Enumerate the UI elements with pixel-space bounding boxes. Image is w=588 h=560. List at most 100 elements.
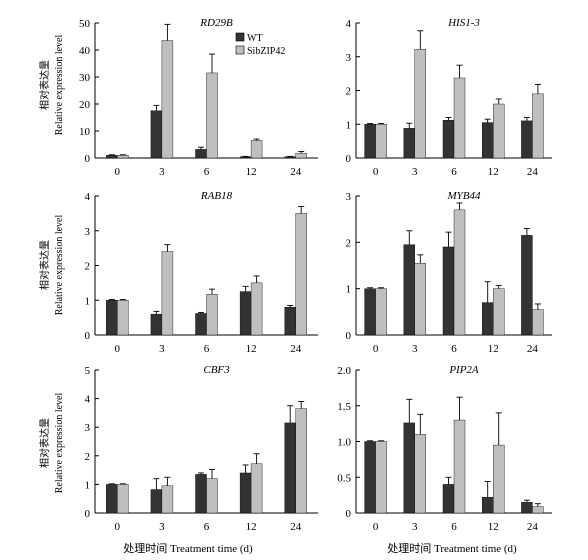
chart-title: MYB44 [447, 190, 482, 202]
y-tick-label: 1.0 [337, 437, 351, 449]
bar-sibzip42-6 [206, 478, 218, 514]
y-label-en-row-3: Relative expression level [54, 393, 65, 494]
x-tick-label: 12 [246, 521, 257, 533]
y-tick-label: 2 [85, 261, 91, 273]
x-tick-label: 0 [115, 343, 121, 355]
bar-wt-12 [239, 291, 252, 336]
x-tick-label: 6 [451, 521, 457, 533]
bar-wt-0 [364, 441, 376, 514]
bar-wt-24 [284, 156, 296, 159]
y-tick-label: 3 [346, 52, 352, 64]
bar-wt-12 [482, 122, 494, 159]
y-label-en-row-1: Relative expression level [54, 35, 65, 136]
bar-sibzip42-6 [453, 209, 466, 336]
y-tick-label: 1 [85, 479, 91, 491]
bar-wt-24 [521, 502, 533, 514]
chart-title: RD29B [199, 17, 233, 29]
bar-sibzip42-24 [532, 309, 544, 336]
bar-sibzip42-12 [250, 282, 263, 336]
x-tick-label: 3 [412, 343, 418, 355]
y-label-cn-row-1: 相对表达量 [38, 60, 51, 110]
x-tick-label: 3 [159, 521, 165, 533]
y-tick-label: 1 [346, 284, 352, 296]
bar-wt-3 [150, 313, 163, 336]
x-axis-label-left: 处理时间 Treatment time (d) [123, 542, 253, 555]
bar-wt-12 [482, 302, 494, 336]
bar-wt-12 [239, 472, 252, 514]
bar-wt-6 [195, 474, 207, 514]
bar-sibzip42-0 [117, 484, 129, 514]
y-tick-label: 0 [346, 153, 352, 165]
y-tick-label: 40 [79, 45, 91, 57]
chart-panel-pip2a: 0 0.5 1.0 1.5 2.0 PIP2A 0 3 6 12 24 [337, 364, 552, 533]
bar-wt-24 [284, 422, 296, 514]
bar-wt-12 [482, 497, 494, 514]
bar-sibzip42-12 [493, 444, 505, 514]
bar-wt-3 [403, 422, 415, 514]
y-tick-label: 0.5 [337, 472, 351, 484]
bar-sibzip42-6 [206, 72, 218, 159]
x-tick-label: 0 [115, 166, 121, 178]
y-axis-label-row-3: 相对表达量 Relative expression level [38, 393, 65, 494]
x-tick-label: 6 [451, 343, 457, 355]
bar-sibzip42-3 [161, 251, 174, 336]
bar-sibzip42-12 [250, 463, 263, 514]
legend-label-sibzip42: SibZIP42 [247, 46, 285, 57]
chart-title: CBF3 [203, 364, 230, 376]
x-tick-label: 0 [373, 343, 379, 355]
bar-wt-0 [364, 288, 376, 336]
bar-sibzip42-0 [375, 441, 387, 514]
bar-sibzip42-24 [532, 506, 544, 514]
bar-sibzip42-12 [493, 288, 505, 336]
x-tick-label: 3 [159, 343, 165, 355]
x-tick-label: 6 [204, 521, 210, 533]
bar-wt-0 [106, 300, 118, 336]
bar-sibzip42-6 [453, 77, 466, 159]
bar-wt-3 [403, 128, 415, 159]
bar-sibzip42-3 [161, 40, 174, 159]
bar-wt-6 [442, 484, 455, 514]
y-tick-label: 0 [85, 508, 91, 520]
y-tick-label: 2 [346, 86, 352, 98]
x-tick-label: 12 [246, 166, 257, 178]
x-tick-label: 24 [290, 521, 302, 533]
x-tick-label: 6 [451, 166, 457, 178]
chart-title: HIS1-3 [447, 17, 480, 29]
legend-swatch-sibzip42 [235, 45, 245, 55]
x-tick-label: 24 [290, 343, 302, 355]
x-tick-label: 12 [488, 521, 499, 533]
x-tick-label: 12 [488, 343, 499, 355]
y-tick-label: 10 [79, 126, 91, 138]
x-tick-label: 0 [373, 521, 379, 533]
legend-label-wt: WT [247, 33, 263, 44]
bar-wt-12 [239, 156, 252, 159]
legend-swatch-wt [235, 32, 245, 42]
bar-sibzip42-3 [161, 485, 174, 514]
y-axis-label-row-1: 相对表达量 Relative expression level [38, 35, 65, 136]
bar-wt-6 [195, 313, 207, 336]
bar-sibzip42-3 [414, 434, 426, 514]
x-tick-label: 0 [115, 521, 121, 533]
y-tick-label: 30 [79, 72, 91, 84]
y-tick-label: 3 [85, 422, 91, 434]
y-label-cn-row-3: 相对表达量 [38, 418, 51, 468]
bar-sibzip42-0 [375, 288, 387, 336]
legend: WT SibZIP42 [235, 32, 285, 57]
y-label-cn-row-2: 相对表达量 [38, 240, 51, 290]
bar-wt-24 [521, 120, 533, 159]
x-tick-label: 6 [204, 166, 210, 178]
bar-sibzip42-6 [206, 294, 218, 336]
bar-wt-0 [106, 155, 118, 159]
x-tick-label: 0 [373, 166, 379, 178]
bar-wt-3 [150, 110, 163, 159]
x-tick-label: 3 [159, 166, 165, 178]
y-tick-label: 0 [85, 153, 91, 165]
bar-sibzip42-0 [117, 300, 129, 336]
bar-sibzip42-6 [453, 419, 466, 514]
